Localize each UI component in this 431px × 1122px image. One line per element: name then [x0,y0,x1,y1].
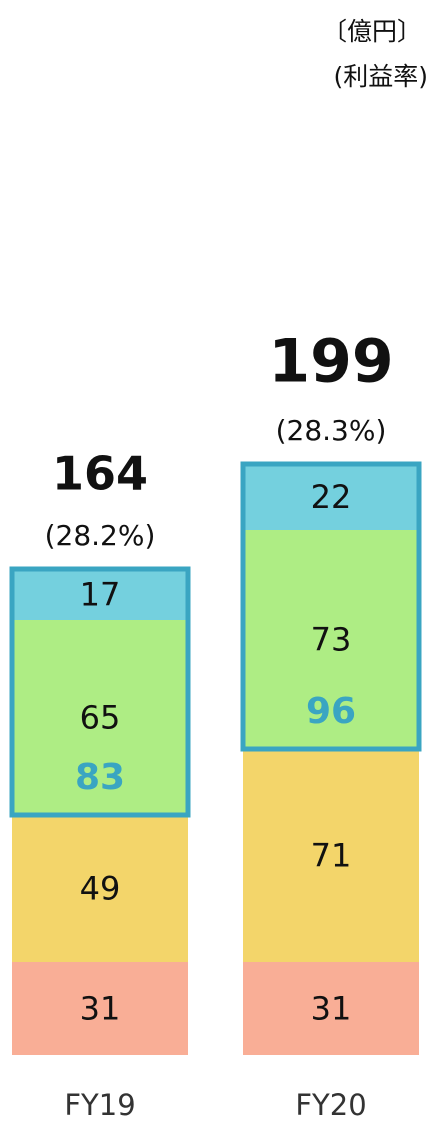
highlight-box [9,566,191,818]
total-label: 199 [268,327,393,397]
segment-label: 17 [80,576,121,614]
segment-label: 49 [80,870,121,908]
highlight-box [240,461,422,752]
bar-segment [243,962,419,1055]
x-tick-label: FY19 [64,1088,135,1122]
unit-note: (利益率) [333,62,428,91]
bar-segment [12,962,188,1055]
bar-segment [12,620,188,815]
segment-label: 22 [311,478,352,516]
bar-segment [243,530,419,749]
segment-label: 65 [80,699,121,737]
bar-segment [243,749,419,962]
highlight-total: 83 [75,757,125,798]
x-tick-label: FY20 [295,1088,366,1122]
segment-label: 31 [311,990,352,1028]
bar-segment [12,569,188,620]
total-label: 164 [52,447,148,501]
bar-segment [12,815,188,962]
margin-label: (28.3%) [276,414,387,447]
segment-label: 73 [311,621,352,659]
segment-label: 31 [80,990,121,1028]
margin-label: (28.2%) [45,519,156,552]
bar-segment [243,464,419,530]
unit-label: 〔億円〕 [322,17,422,46]
segment-label: 71 [311,837,352,875]
highlight-total: 96 [306,691,356,732]
